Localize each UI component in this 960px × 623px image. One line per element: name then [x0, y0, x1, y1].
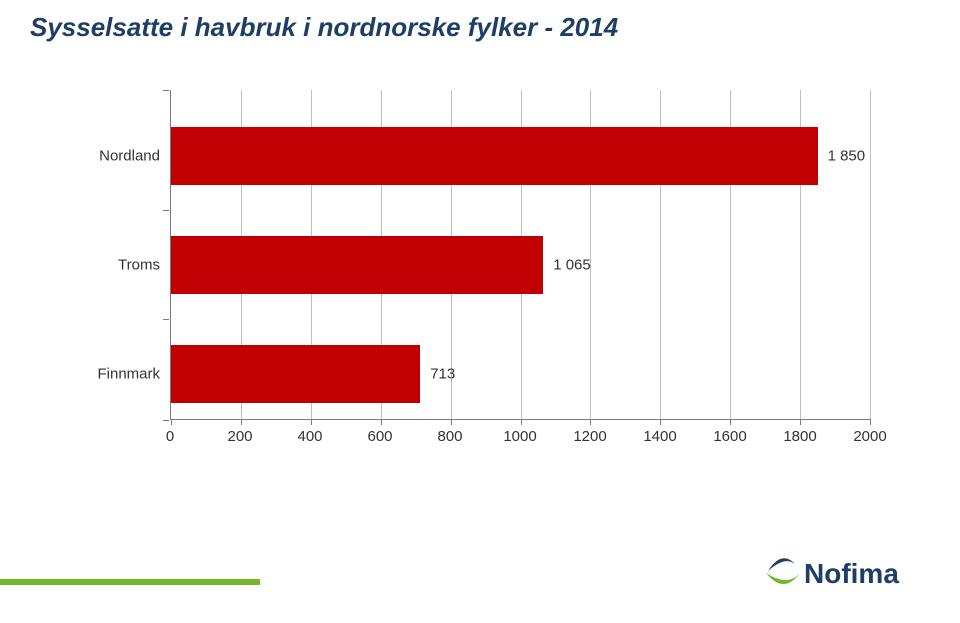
bar-value-label: 713: [420, 365, 455, 382]
x-tick: [171, 419, 172, 425]
bar: 1 850: [171, 127, 818, 185]
x-tick-label: 200: [227, 428, 252, 445]
bar-chart: Nordland Troms Finnmark 1 850 1 065 713 0 2…: [70, 90, 890, 460]
x-tick-label: 1000: [503, 428, 536, 445]
x-tick: [451, 419, 452, 425]
bar-value-label: 1 850: [818, 148, 866, 165]
x-tick: [870, 419, 871, 425]
category-label: Finnmark: [70, 365, 160, 382]
x-tick: [590, 419, 591, 425]
x-tick: [730, 419, 731, 425]
x-tick-label: 1400: [643, 428, 676, 445]
x-tick-label: 2000: [853, 428, 886, 445]
x-tick-label: 1200: [573, 428, 606, 445]
y-tick: [163, 420, 169, 421]
x-tick: [241, 419, 242, 425]
plot-area: 1 850 1 065 713: [170, 90, 870, 420]
logo-text: Nofima: [804, 558, 899, 589]
x-tick: [521, 419, 522, 425]
logo-swoosh-dark: [768, 558, 796, 571]
x-tick: [311, 419, 312, 425]
x-tick-label: 600: [367, 428, 392, 445]
footer-accent-bar: [0, 579, 260, 585]
y-tick: [163, 210, 169, 211]
x-tick: [381, 419, 382, 425]
x-tick-label: 1800: [783, 428, 816, 445]
x-tick-label: 400: [297, 428, 322, 445]
bar: 713: [171, 345, 420, 403]
x-tick-label: 800: [437, 428, 462, 445]
category-label: Troms: [70, 256, 160, 273]
x-tick: [660, 419, 661, 425]
page-title: Sysselsatte i havbruk i nordnorske fylke…: [30, 12, 618, 43]
x-tick-label: 1600: [713, 428, 746, 445]
bar: 1 065: [171, 236, 543, 294]
bar-value-label: 1 065: [543, 256, 591, 273]
x-tick: [800, 419, 801, 425]
logo-swoosh-green: [766, 573, 800, 584]
category-label: Nordland: [70, 148, 160, 165]
nofima-logo: Nofima: [760, 543, 920, 603]
y-tick: [163, 90, 169, 91]
x-tick-label: 0: [166, 428, 174, 445]
y-tick: [163, 319, 169, 320]
gridline: [870, 90, 871, 419]
